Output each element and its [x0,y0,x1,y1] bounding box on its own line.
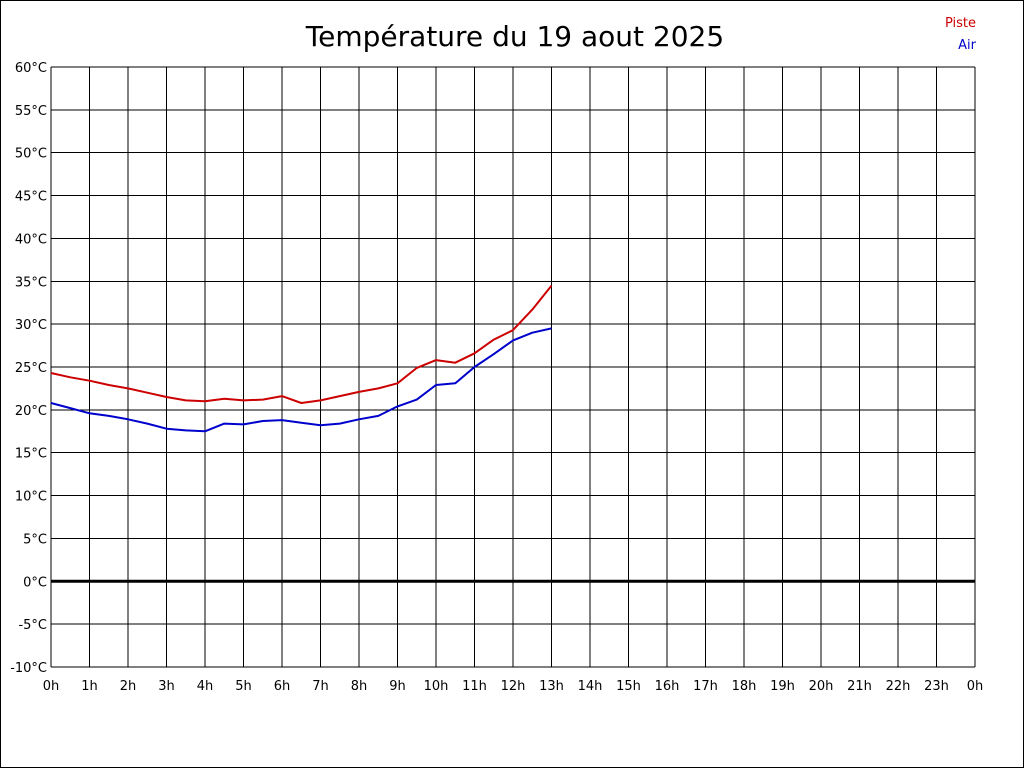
x-tick-label: 20h [809,679,834,694]
x-tick-label: 19h [770,679,795,694]
series-line-piste [50,284,553,404]
legend: Piste Air [945,16,977,53]
x-tick-label: 0h [43,679,60,694]
y-tick-label: 40°C [15,232,47,247]
x-tick-label: 0h [967,679,984,694]
series-lines [50,284,553,433]
chart-title: Température du 19 aout 2025 [305,20,724,53]
x-tick-label: 17h [693,679,718,694]
series-line-air [50,327,552,433]
x-tick-label: 6h [274,679,291,694]
y-axis-labels: 60°C 55°C 50°C 45°C 40°C 35°C 30°C 25°C 20°C 15°C… [10,61,47,676]
y-tick-label: 35°C [15,275,47,290]
y-tick-label: 50°C [15,147,47,162]
y-tick-label: 15°C [15,447,47,462]
x-tick-label: 7h [312,679,329,694]
x-tick-label: 18h [732,679,757,694]
y-tick-label: 45°C [15,190,47,205]
x-tick-label: 23h [924,679,949,694]
x-axis-labels: 0h 1h 2h 3h 4h 5h 6h 7h 8h 9h 10h 11h 12h 13h 14h 15h 16… [43,679,984,694]
x-tick-label: 15h [616,679,641,694]
x-tick-label: 2h [120,679,137,694]
x-tick-label: 3h [158,679,175,694]
x-tick-label: 11h [462,679,487,694]
y-tick-label: 25°C [15,361,47,376]
x-tick-label: 9h [389,679,406,694]
y-tick-label: 20°C [15,404,47,419]
legend-item-air: Air [958,38,977,53]
x-tick-label: 22h [886,679,911,694]
x-tick-label: 4h [197,679,214,694]
y-tick-label: 30°C [15,318,47,333]
y-tick-label: 10°C [15,490,47,505]
y-tick-label: 55°C [15,104,47,119]
x-tick-label: 21h [847,679,872,694]
y-tick-label: 5°C [23,532,47,547]
legend-item-piste: Piste [945,16,976,31]
x-tick-label: 16h [655,679,680,694]
x-tick-label: 13h [539,679,564,694]
y-tick-label: -10°C [10,661,47,676]
grid [50,66,976,668]
x-tick-label: 14h [578,679,603,694]
y-tick-label: 0°C [23,575,47,590]
x-tick-label: 8h [351,679,368,694]
x-tick-label: 12h [501,679,526,694]
x-tick-label: 10h [424,679,449,694]
y-tick-label: 60°C [15,61,47,76]
x-tick-label: 1h [81,679,98,694]
x-tick-label: 5h [235,679,252,694]
y-tick-label: -5°C [18,618,47,633]
